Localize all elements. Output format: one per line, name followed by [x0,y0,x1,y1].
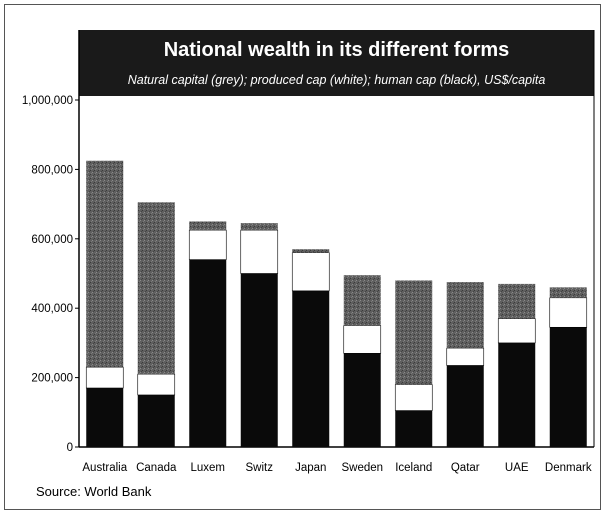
bars [85,160,588,447]
x-category-label: Luxem [190,462,225,474]
bar-segment-natural [292,249,330,253]
y-tick-label: 0 [67,442,73,454]
bar-segment-natural [446,282,484,349]
bar-segment-natural [86,160,124,368]
bar-segment-natural [240,223,278,231]
x-category-label: Japan [295,462,326,474]
bar-segment-produced [549,297,588,328]
x-category-label: Denmark [545,462,592,474]
bar-segment-produced [85,366,124,389]
bar-segment-natural [189,221,227,231]
bar-segment-produced [446,347,485,366]
bar-segment-human [189,259,227,447]
bar-segment-produced [343,325,382,354]
bar-segment-human [498,342,536,447]
title-banner: National wealth in its different forms N… [79,30,594,96]
y-tick-label: 200,000 [31,373,73,385]
bar-segment-human [240,273,278,447]
chart-subtitle: Natural capital (grey); produced cap (wh… [127,73,546,87]
bar-segment-produced [188,229,227,260]
bar-segment-human [446,365,484,447]
x-category-label: Iceland [395,462,432,474]
bar-segment-produced [394,384,433,411]
bar-segment-human [292,290,330,447]
y-tick-label: 600,000 [31,234,73,246]
x-category-label: UAE [505,462,529,474]
y-tick-label: 800,000 [31,164,73,176]
bar-segment-natural [343,275,381,326]
bar-segment-human [137,394,175,447]
y-tick-label: 400,000 [31,303,73,315]
x-category-label: Canada [136,462,177,474]
x-category-label: Switz [246,462,274,474]
bar-segment-natural [137,202,175,375]
chart-title: National wealth in its different forms [163,39,510,61]
bar-segment-produced [291,252,330,292]
chart-frame [4,4,601,510]
bar-segment-produced [240,229,279,274]
bar-segment-natural [549,287,587,298]
x-category-label: Qatar [451,462,480,474]
bar-segment-produced [497,318,536,344]
y-tick-label: 1,000,000 [22,95,73,107]
bar-segment-natural [498,283,536,319]
bar-segment-human [549,327,587,447]
bar-segment-natural [395,280,433,385]
x-category-label: Australia [82,462,127,474]
bar-segment-human [86,388,124,447]
bar-segment-human [395,410,433,447]
bar-segment-human [343,353,381,447]
x-category-label: Sweden [341,462,383,474]
source-note: Source: World Bank [36,484,152,499]
bar-segment-produced [137,373,176,396]
labels: 0 200,000 400,000 600,000 800,000 1,000,000 Au… [22,95,592,474]
